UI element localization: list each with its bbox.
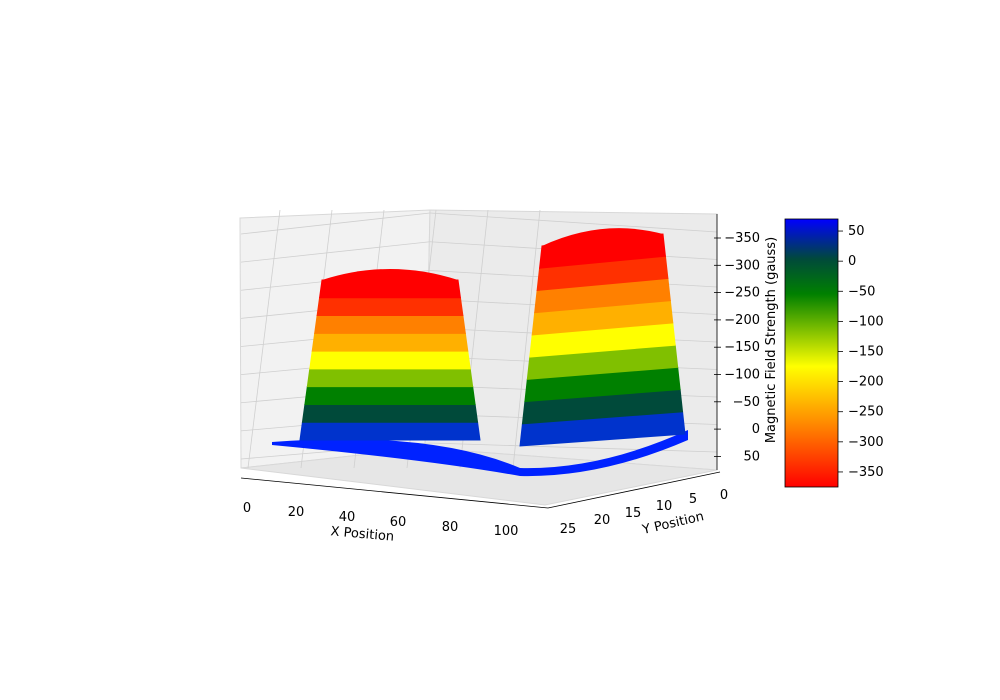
surface-band bbox=[304, 386, 476, 405]
z-tick-label: −150 bbox=[724, 340, 760, 355]
z-tick-label: −200 bbox=[724, 313, 760, 328]
x-tick-label: 0 bbox=[243, 501, 251, 516]
axis-lines bbox=[240, 214, 721, 509]
colorbar-ticks: 50 0 −50 −100 −150 −200 −250 −300 −350 bbox=[838, 224, 884, 480]
y-tick-label: 25 bbox=[560, 522, 577, 537]
z-tick-label: 0 bbox=[752, 422, 760, 437]
z-tick-label: −50 bbox=[733, 395, 760, 410]
x-tick-label: 40 bbox=[339, 510, 356, 525]
y-tick-label: 10 bbox=[656, 499, 673, 514]
z-tick-label: −250 bbox=[724, 286, 760, 301]
y-tick-label: 0 bbox=[720, 488, 728, 503]
y-tick-label: 20 bbox=[594, 513, 611, 528]
surface-band bbox=[299, 421, 481, 441]
x-tick-label: 80 bbox=[442, 520, 459, 535]
y-axis-label: Y Position bbox=[640, 509, 705, 538]
colorbar: 50 0 −50 −100 −150 −200 −250 −300 −350 Magnetic … bbox=[764, 218, 884, 488]
colorbar-label: Magnetic Field Strength (gauss) bbox=[764, 237, 779, 443]
z-tick-label: 50 bbox=[743, 449, 760, 464]
x-axis-line bbox=[240, 477, 549, 509]
surface-plot bbox=[272, 228, 688, 477]
surface-peak bbox=[542, 228, 663, 246]
surface-band bbox=[316, 297, 464, 317]
x-axis-label: X Position bbox=[330, 524, 395, 544]
surface-band bbox=[301, 403, 479, 423]
x-tick-labels: 0 20 40 60 80 100 bbox=[243, 501, 519, 539]
colorbar-tick-label: −200 bbox=[848, 375, 884, 390]
colorbar-gradient bbox=[784, 218, 839, 488]
z-tick-label: −100 bbox=[724, 368, 760, 383]
colorbar-tick-label: −350 bbox=[848, 465, 884, 480]
colorbar-tick-label: −100 bbox=[848, 314, 884, 329]
surface-trough bbox=[272, 430, 688, 477]
surface-band bbox=[309, 350, 471, 370]
surface-band bbox=[306, 368, 474, 388]
z-tick-labels: −350 −300 −250 −200 −150 −100 −50 0 50 bbox=[714, 231, 760, 464]
colorbar-tick-label: −150 bbox=[848, 344, 884, 359]
surface-band bbox=[311, 332, 469, 352]
y-axis-line bbox=[547, 471, 721, 509]
colorbar-tick-label: −250 bbox=[848, 405, 884, 420]
y-tick-labels: 0 5 10 15 20 25 bbox=[560, 488, 728, 537]
surface-peak bbox=[322, 269, 458, 286]
colorbar-tick-label: 0 bbox=[848, 254, 856, 269]
y-tick-label: 15 bbox=[625, 506, 642, 521]
colorbar-tick-label: −50 bbox=[848, 284, 875, 299]
x-tick-label: 20 bbox=[288, 505, 305, 520]
surface-band bbox=[314, 315, 466, 334]
colorbar-tick-label: 50 bbox=[848, 224, 865, 239]
x-tick-label: 100 bbox=[494, 524, 519, 539]
x-tick-label: 60 bbox=[390, 515, 407, 530]
colorbar-tick-label: −300 bbox=[848, 435, 884, 450]
z-tick-label: −350 bbox=[724, 231, 760, 246]
y-tick-label: 5 bbox=[689, 492, 697, 507]
z-tick-label: −300 bbox=[724, 258, 760, 273]
